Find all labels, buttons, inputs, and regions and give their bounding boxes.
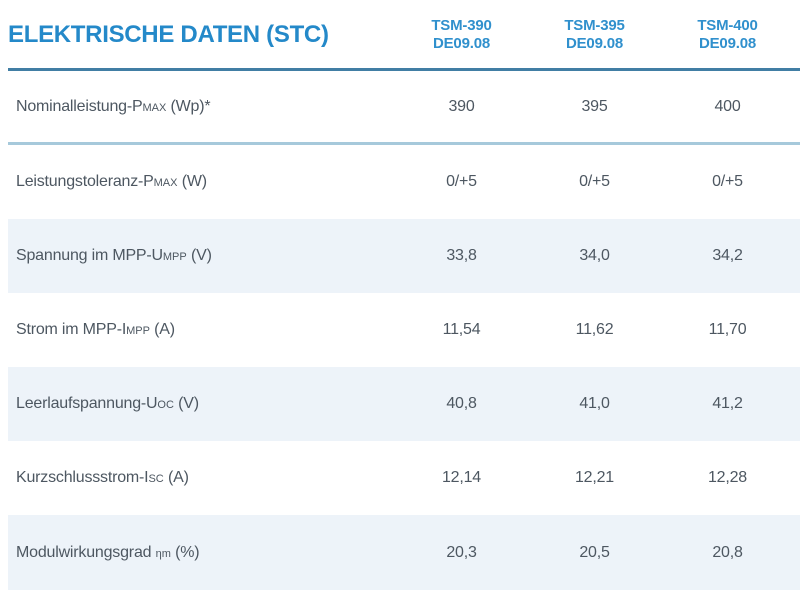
- column-revision: DE09.08: [433, 35, 490, 52]
- table-row: Spannung im MPP-UMPP (V) 33,8 34,0 34,2: [8, 219, 800, 293]
- value-cell: 0/+5: [446, 173, 477, 190]
- table-row: Modulwirkungsgrad ηm (%) 20,3 20,5 20,8: [8, 515, 800, 590]
- row-label-text: Nominalleistung-P: [16, 97, 143, 115]
- table-row: Kurzschlussstrom-ISC (A) 12,14 12,21 12,28: [8, 441, 800, 515]
- row-label-unit: (A): [149, 321, 175, 338]
- row-label-subscript: MPP: [126, 325, 150, 337]
- row-label-subscript: OC: [157, 399, 174, 411]
- value-cell: 390: [448, 97, 475, 115]
- value-cell: 12,14: [441, 469, 482, 486]
- row-label-text: Strom im MPP-I: [16, 321, 127, 338]
- table-body: Nominalleistung-PMAX (Wp)* 390 395 400 Leist…: [0, 71, 800, 590]
- table-header: ELEKTRISCHE DATEN (STC) TSM-390 DE09.08 TS…: [8, 0, 800, 71]
- column-model: TSM-400: [697, 17, 758, 34]
- row-label-unit: (%): [170, 543, 200, 561]
- value-cell: 41,2: [712, 395, 743, 412]
- row-label: Kurzschlussstrom-ISC (A): [16, 469, 395, 487]
- column-revision: DE09.08: [699, 35, 756, 52]
- value-cell: 41,0: [579, 395, 610, 412]
- row-label-text: Leistungstoleranz-P: [16, 173, 154, 190]
- column-model: TSM-395: [564, 17, 625, 34]
- value-cell: 12,21: [574, 469, 615, 486]
- row-label-unit: (V): [173, 395, 199, 412]
- column-header-tsm-395: TSM-395 DE09.08: [528, 17, 661, 53]
- value-cell: 20,3: [446, 543, 477, 561]
- table-title: ELEKTRISCHE DATEN (STC): [8, 21, 329, 48]
- value-cell: 11,54: [442, 321, 481, 338]
- row-label-text: Leerlaufspannung-U: [16, 395, 158, 412]
- table-row: Strom im MPP-IMPP (A) 11,54 11,62 11,70: [8, 293, 800, 367]
- table-row: Leistungstoleranz-PMAX (W) 0/+5 0/+5 0/+5: [8, 145, 800, 219]
- row-label-subscript: ηm: [155, 547, 171, 560]
- value-cell: 11,62: [575, 321, 614, 338]
- row-label-text: Kurzschlussstrom-I: [16, 469, 149, 486]
- value-cell: 34,2: [712, 247, 743, 264]
- value-cell: 34,0: [579, 247, 610, 264]
- column-model: TSM-390: [431, 17, 492, 34]
- row-label: Leistungstoleranz-PMAX (W): [16, 173, 395, 191]
- value-cell: 11,70: [708, 321, 747, 338]
- row-label-unit: (Wp)*: [166, 97, 211, 115]
- row-label-text: Modulwirkungsgrad: [16, 543, 156, 561]
- value-cell: 395: [581, 97, 608, 115]
- row-label-unit: (W): [177, 173, 207, 190]
- value-cell: 0/+5: [579, 173, 610, 190]
- column-header-tsm-400: TSM-400 DE09.08: [661, 17, 794, 53]
- table-row: Leerlaufspannung-UOC (V) 40,8 41,0 41,2: [8, 367, 800, 441]
- value-cell: 20,8: [712, 543, 743, 561]
- row-label-text: Spannung im MPP-U: [16, 247, 163, 264]
- table-row: Nominalleistung-PMAX (Wp)* 390 395 400: [8, 71, 800, 145]
- row-label-unit: (V): [186, 247, 212, 264]
- column-revision: DE09.08: [566, 35, 623, 52]
- row-label-subscript: MPP: [162, 251, 187, 263]
- row-label: Strom im MPP-IMPP (A): [16, 321, 395, 339]
- row-label-subscript: MAX: [142, 101, 167, 114]
- row-label-unit: (A): [163, 469, 189, 486]
- value-cell: 400: [714, 97, 741, 115]
- value-cell: 40,8: [446, 395, 477, 412]
- row-label: Spannung im MPP-UMPP (V): [16, 247, 395, 265]
- row-label-subscript: MAX: [153, 177, 178, 189]
- row-label: Leerlaufspannung-UOC (V): [16, 395, 395, 413]
- value-cell: 20,5: [579, 543, 610, 561]
- value-cell: 33,8: [446, 247, 477, 264]
- row-label: Modulwirkungsgrad ηm (%): [16, 544, 395, 562]
- value-cell: 0/+5: [712, 173, 743, 190]
- row-label-subscript: SC: [148, 473, 164, 485]
- value-cell: 12,28: [707, 469, 748, 486]
- column-header-tsm-390: TSM-390 DE09.08: [395, 17, 528, 53]
- row-label: Nominalleistung-PMAX (Wp)*: [16, 98, 395, 116]
